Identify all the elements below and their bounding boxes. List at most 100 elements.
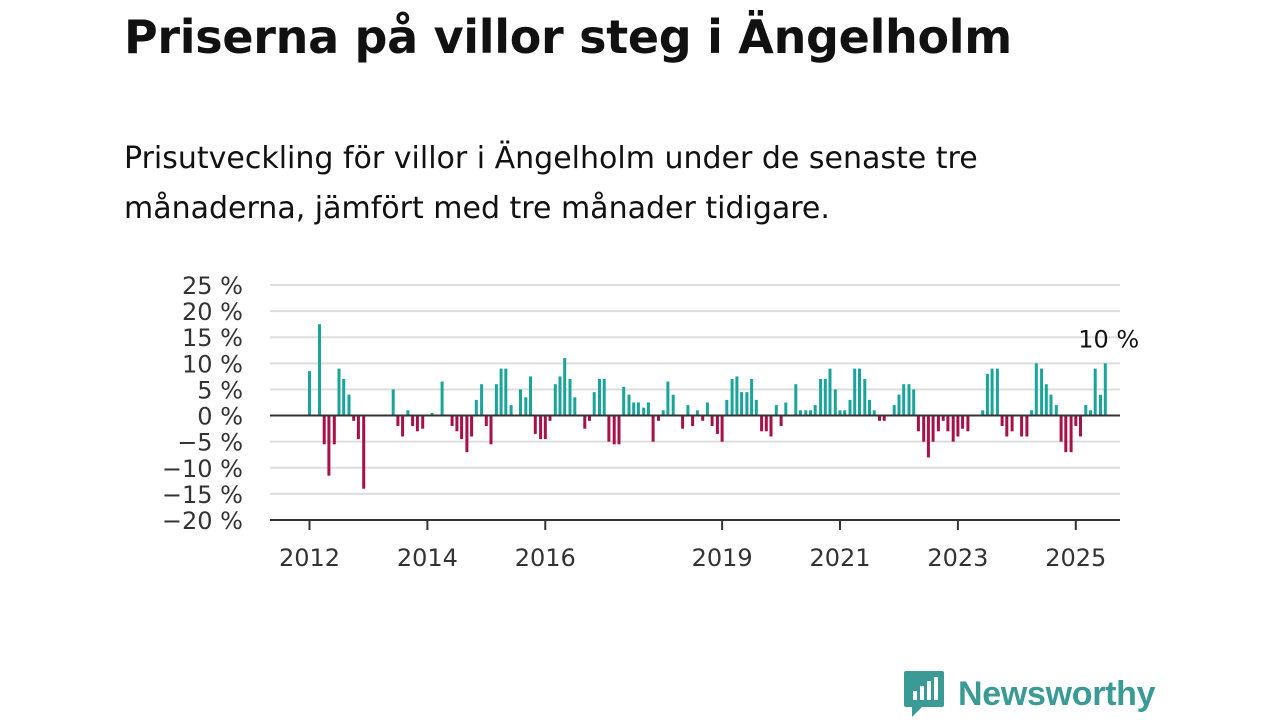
- x-tick-label: 2016: [515, 544, 576, 572]
- bar: [352, 415, 356, 421]
- brand-name: Newsworthy: [958, 674, 1156, 713]
- bar: [642, 407, 646, 416]
- bar: [1010, 415, 1014, 432]
- bar: [602, 379, 606, 416]
- bar: [1049, 394, 1053, 416]
- bar: [337, 368, 341, 416]
- bar: [1103, 363, 1107, 416]
- bar: [735, 376, 739, 416]
- bar: [813, 405, 817, 416]
- bar: [843, 410, 847, 416]
- bar: [1064, 415, 1068, 453]
- bar: [858, 368, 861, 416]
- x-tick-label: 2025: [1045, 544, 1106, 572]
- bar: [740, 392, 744, 416]
- bar: [916, 415, 920, 432]
- bar: [484, 415, 488, 426]
- bar: [1059, 415, 1063, 442]
- bar: [750, 379, 754, 416]
- y-tick-label: 10 %: [182, 350, 243, 378]
- y-tick-label: −5 %: [177, 429, 243, 457]
- chart-subtitle: Prisutveckling för villor i Ängelholm un…: [124, 141, 978, 226]
- bar: [504, 368, 508, 416]
- bar: [804, 410, 808, 416]
- bar: [760, 415, 764, 432]
- bar: [657, 415, 660, 421]
- bar: [931, 415, 935, 442]
- bar: [1099, 394, 1102, 416]
- bar: [415, 415, 419, 432]
- bar: [794, 384, 798, 416]
- bar: [455, 415, 459, 432]
- x-axis-labels: 2012 2014 2016 2019 2021 2023 2025: [279, 520, 1106, 572]
- bar: [907, 384, 911, 416]
- bar: [990, 368, 994, 416]
- bar: [617, 415, 621, 445]
- bar: [1069, 415, 1073, 453]
- bar: [598, 379, 601, 416]
- bar: [524, 397, 528, 416]
- bar: [322, 415, 326, 445]
- bar: [519, 389, 522, 416]
- bar: [539, 415, 543, 440]
- bar: [897, 394, 901, 416]
- bar: [710, 415, 714, 426]
- bar: [671, 394, 675, 416]
- bar: [1000, 415, 1004, 426]
- bar: [691, 415, 695, 426]
- bar: [548, 415, 552, 421]
- bar: [622, 386, 626, 416]
- bar: [543, 415, 547, 440]
- bar: [878, 415, 881, 421]
- bar: [651, 415, 655, 442]
- bar: [421, 415, 425, 429]
- bar: [961, 415, 965, 429]
- bar: [411, 415, 415, 426]
- bar: [627, 394, 631, 416]
- bar: [1005, 415, 1009, 437]
- bar: [499, 368, 503, 416]
- bar: [391, 389, 395, 416]
- bar: [342, 379, 346, 416]
- bar: [332, 415, 336, 445]
- bar: [1079, 415, 1082, 437]
- bar: [892, 405, 896, 416]
- y-axis-labels: 25 %20 %15 %10 %5 %0 %−5 %−10 %−15 %−20 …: [162, 272, 243, 535]
- x-tick-label: 2023: [927, 544, 988, 572]
- price-change-chart: 25 %20 %15 %10 %5 %0 %−5 %−10 %−15 %−20 …: [162, 272, 1139, 572]
- bar: [396, 415, 400, 426]
- y-tick-label: −10 %: [162, 455, 243, 483]
- brand-footer: Newsworthy: [902, 668, 1156, 720]
- bar: [701, 415, 705, 421]
- bar: [966, 415, 970, 432]
- bar: [946, 415, 950, 432]
- newsworthy-logo-icon: [904, 671, 944, 717]
- bar: [872, 410, 876, 416]
- bar: [720, 415, 724, 442]
- bar: [1025, 415, 1029, 437]
- bar: [1040, 368, 1044, 416]
- chart-bars: [308, 324, 1107, 489]
- bar: [784, 402, 788, 416]
- bar: [902, 384, 906, 416]
- bar: [828, 368, 832, 416]
- bar: [926, 415, 930, 458]
- chart-gridlines: [270, 284, 1120, 495]
- y-tick-label: 5 %: [197, 376, 243, 404]
- bar: [799, 410, 802, 416]
- chart-axes: [270, 414, 1120, 521]
- bar: [1054, 405, 1058, 416]
- bar: [936, 415, 940, 432]
- bar: [308, 371, 311, 416]
- bar: [474, 399, 478, 416]
- bar: [981, 410, 985, 416]
- y-tick-label: 15 %: [182, 324, 243, 352]
- bar: [465, 415, 469, 453]
- bar: [568, 379, 572, 416]
- y-tick-label: −15 %: [162, 481, 243, 509]
- bar: [1089, 410, 1092, 416]
- bar: [853, 368, 857, 416]
- bar: [646, 402, 650, 416]
- bar: [951, 415, 955, 442]
- bar: [558, 376, 562, 416]
